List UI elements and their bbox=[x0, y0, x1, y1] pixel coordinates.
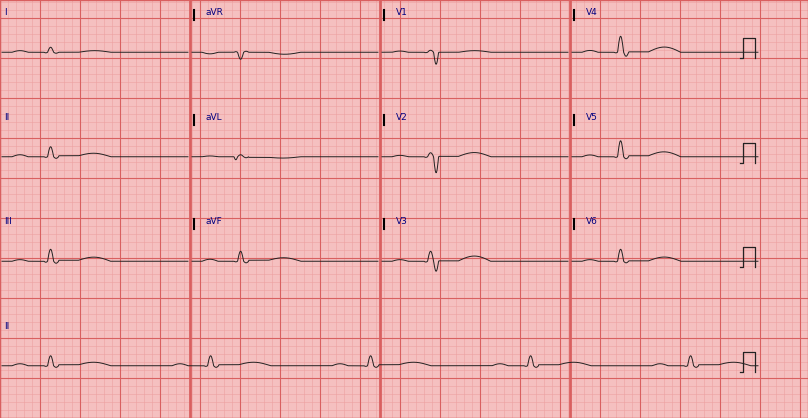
Text: V1: V1 bbox=[396, 8, 408, 18]
Text: II: II bbox=[4, 322, 9, 331]
Text: aVL: aVL bbox=[206, 113, 223, 122]
Text: I: I bbox=[4, 8, 6, 18]
Text: aVR: aVR bbox=[206, 8, 224, 18]
Text: V6: V6 bbox=[586, 217, 598, 227]
Text: aVF: aVF bbox=[206, 217, 223, 227]
Text: II: II bbox=[4, 113, 9, 122]
Text: V5: V5 bbox=[586, 113, 598, 122]
Text: V3: V3 bbox=[396, 217, 408, 227]
Text: III: III bbox=[4, 217, 12, 227]
Text: V2: V2 bbox=[396, 113, 408, 122]
Text: V4: V4 bbox=[586, 8, 598, 18]
